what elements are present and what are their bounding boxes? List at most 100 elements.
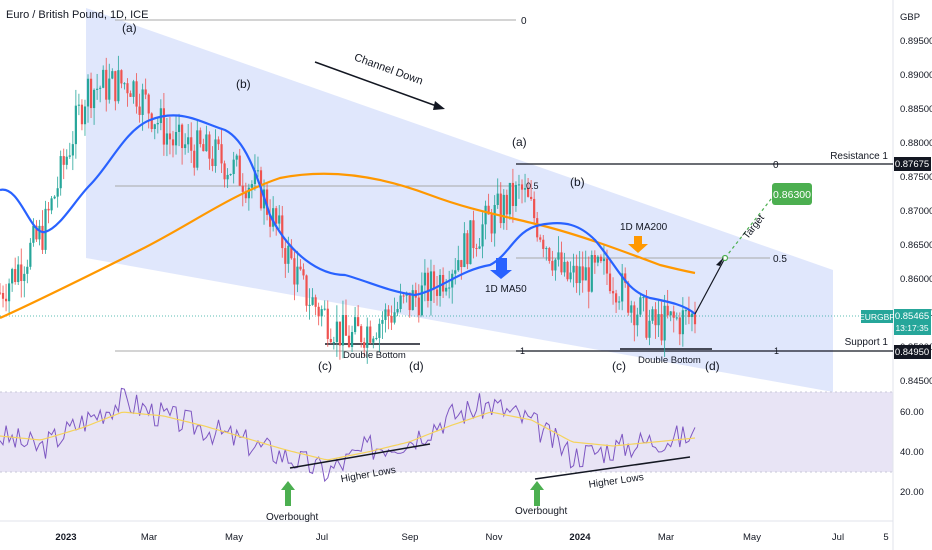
candle-body [171,139,175,146]
candle-body [533,198,536,219]
candle-body [74,105,77,145]
candle-body [678,317,681,335]
candle-body [269,214,272,227]
candle-body [150,113,153,130]
candle-body [168,133,172,140]
target-badge[interactable] [772,183,812,205]
candle-body [92,89,96,109]
candle-body [99,87,102,89]
candle-body [114,71,117,102]
candle-body [235,155,238,160]
overbought-1-label: Overbought [266,512,318,523]
countdown-text: 13:17:35 [895,323,928,333]
candle-body [193,150,196,168]
candle-body [423,272,426,286]
candle-body [654,309,657,326]
fib-0-top-label: 0 [521,16,527,27]
candle-body [587,267,590,292]
resistance-price-badge [894,157,931,171]
candle-body [448,287,451,289]
candle-body [681,310,684,335]
candle-body [23,273,26,282]
candle-body [350,332,354,348]
candle-body [481,224,484,247]
candle-body [83,106,87,125]
price-tick-label: 0.86500 [900,240,932,251]
candle-body [611,291,615,294]
candle-body [135,81,138,107]
candle-body [138,106,141,115]
rsi-band [0,392,893,472]
last-price-text: 0.85465 [895,311,929,322]
candle-body [244,191,247,199]
candle-body [469,220,472,265]
candle-body [369,326,372,343]
candle-body [211,158,214,167]
candle-body [217,139,220,145]
candle-body [396,308,399,313]
candle-body [657,314,660,326]
candle-body [445,287,448,292]
overbought-1-arrow-icon [281,481,295,506]
candle-body [284,248,287,264]
candle-body [520,184,524,190]
fib-1-right-label: 1 [774,346,779,356]
candle-body [663,305,666,341]
candle-body [599,256,603,262]
point-d2-label: (d) [705,359,720,373]
candle-body [250,184,253,188]
candle-body [687,310,691,318]
candle-body [199,130,202,145]
candle-body [551,260,554,271]
resistance-label: Resistance 1 [830,151,888,162]
candle-body [320,309,323,317]
double-bottom-1-label: Double Bottom [343,350,406,361]
candle-body [187,137,190,145]
candle-body [71,144,74,156]
candle-body [80,104,84,125]
candle-body [648,320,651,338]
candle-body [560,252,563,273]
candle-body [472,220,475,249]
candle-body [530,196,533,199]
candle-body [256,170,260,172]
candle-body [111,71,114,79]
candle-body [651,309,654,321]
rsi-tick-label: 20.00 [900,487,924,498]
candle-body [144,89,147,95]
candle-body [68,155,71,157]
candle-body [29,242,32,267]
candle-body [466,233,469,265]
candle-body [120,70,123,84]
fib-0-mid-label: 0 [773,160,779,171]
candle-body [296,266,299,285]
time-tick-label: Mar [658,532,674,543]
candle-body [202,144,205,152]
candle-body [487,205,490,215]
candle-body [226,174,229,180]
candle-body [633,305,636,326]
candle-body [621,273,624,302]
candle-body [484,205,487,225]
candle-body [56,188,59,197]
ma50-arrow-icon [490,258,512,279]
candle-body [4,298,8,302]
candles-group [0,55,697,364]
candle-body [129,93,132,97]
candle-body [156,123,159,125]
candle-body [32,225,35,243]
point-b1-label: (b) [236,77,251,91]
projection-arrow-head [716,257,724,266]
candle-body [290,245,293,259]
candle-body [672,311,675,318]
candle-body [390,315,393,323]
candle-body [335,321,338,343]
candle-body [174,131,178,146]
candle-body [417,297,420,316]
candle-body [627,282,630,313]
candle-body [123,83,126,85]
point-c1-label: (c) [318,359,332,373]
candle-body [147,94,150,114]
candle-body [505,194,508,215]
